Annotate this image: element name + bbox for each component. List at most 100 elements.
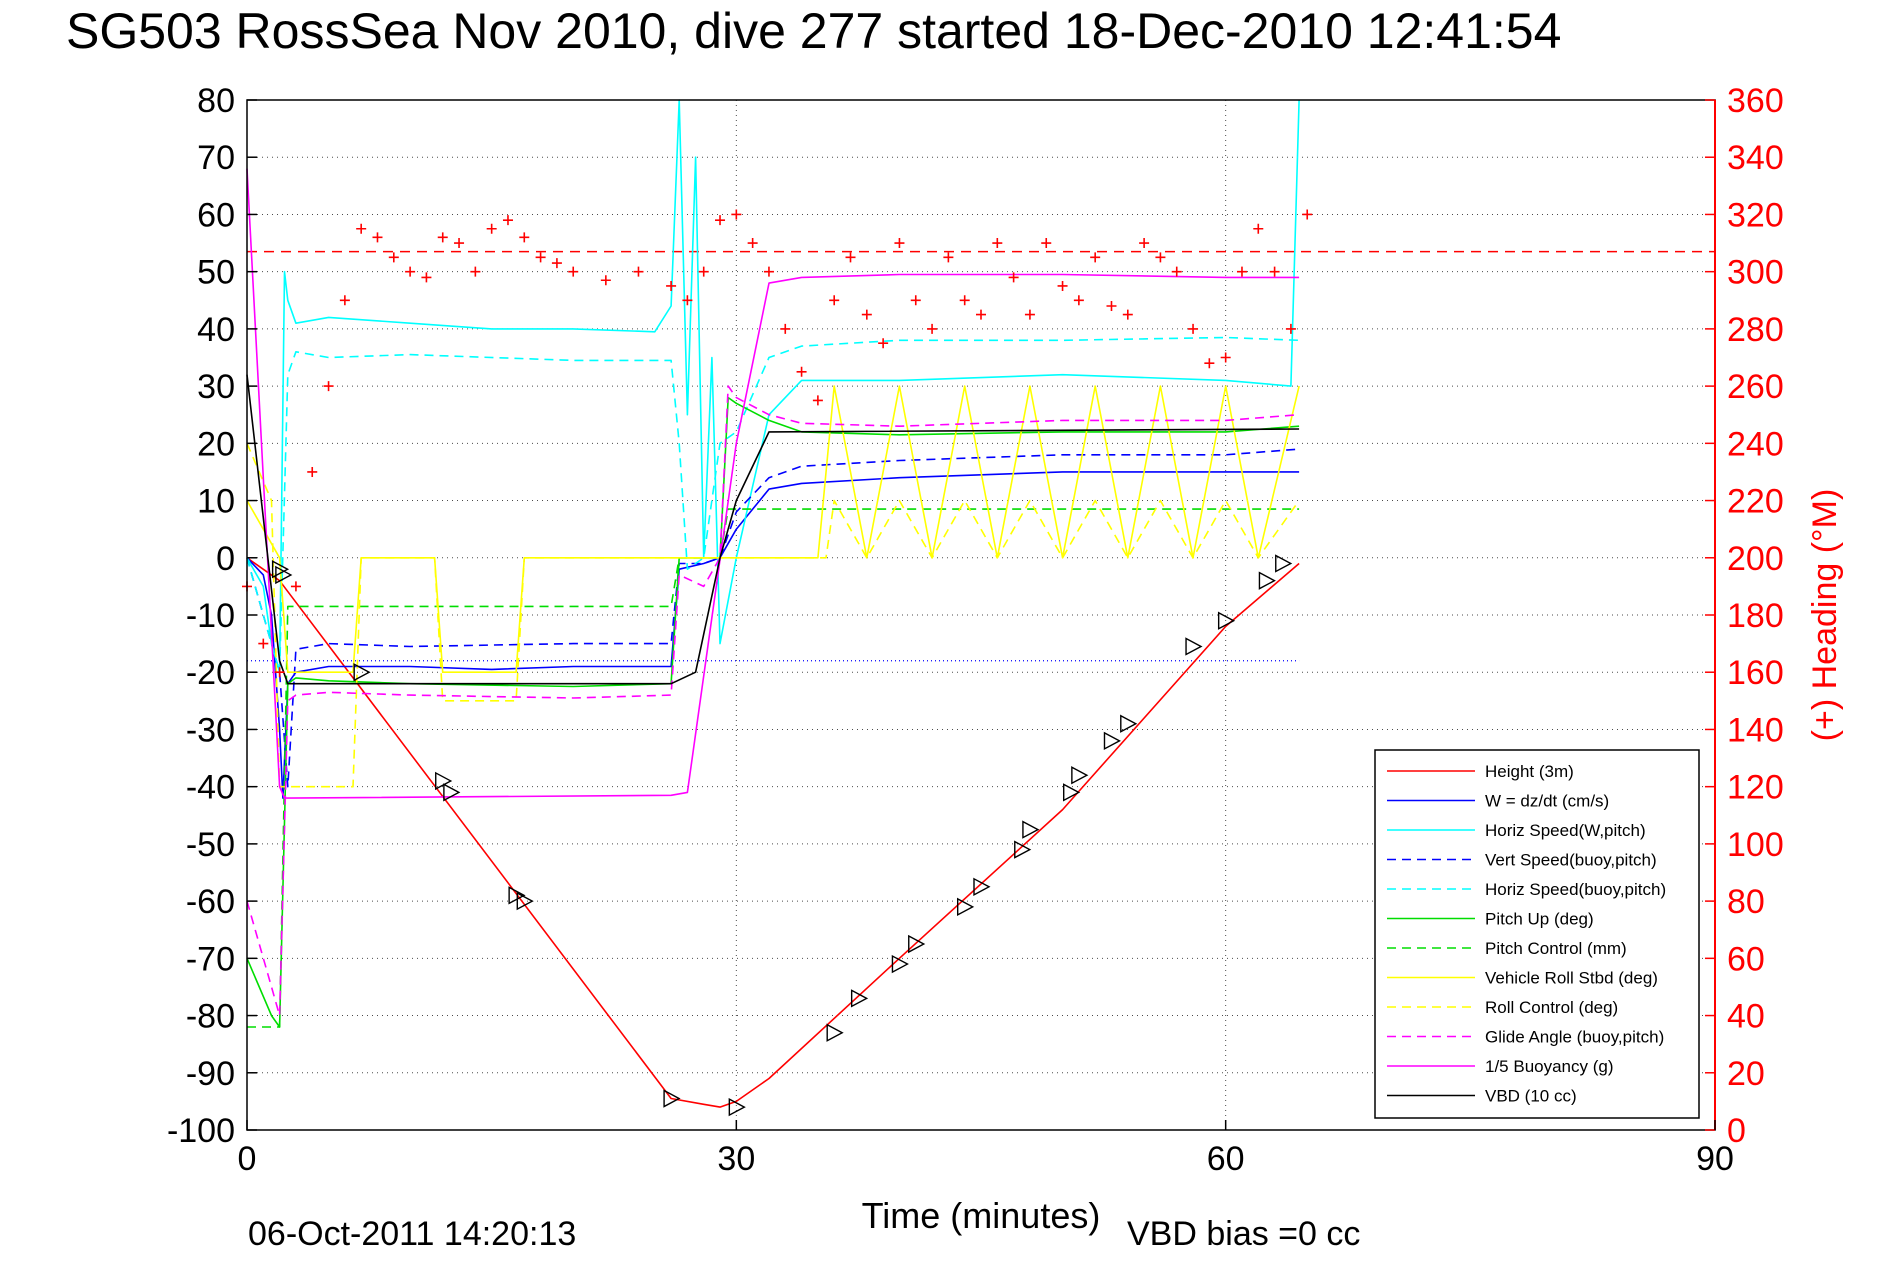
heading-marker: [307, 466, 318, 477]
heading-marker: [1008, 272, 1019, 283]
heading-marker: [421, 272, 432, 283]
heading-marker: [502, 215, 513, 226]
heading-marker: [976, 309, 986, 320]
depth-marker: [1063, 783, 1081, 802]
heading-marker: [1302, 209, 1313, 220]
heading-marker: [812, 395, 823, 406]
heading-marker: [992, 238, 1003, 249]
heading-marker: [1285, 323, 1296, 334]
heading-marker: [1253, 223, 1264, 234]
y2-tick-label: 260: [1727, 368, 1784, 406]
y2-tick-label: 220: [1727, 483, 1784, 521]
series-line-roll-control-deg: [246, 442, 1300, 788]
series-line-glide-angle-buoy-pitch: [246, 385, 1300, 1017]
heading-marker: [1139, 238, 1150, 249]
legend-entry: Roll Control (deg): [1485, 998, 1618, 1017]
heading-marker: [763, 266, 774, 277]
series-line-vbd-10-cc: [246, 374, 1300, 685]
heading-marker: [698, 266, 709, 277]
y2-tick-label: 200: [1727, 540, 1784, 578]
heading-marker: [454, 238, 465, 249]
legend-entry: Vert Speed(buoy,pitch): [1485, 851, 1657, 870]
y2-tick-label: 280: [1727, 311, 1784, 349]
y2-tick-label: 0: [1727, 1112, 1746, 1150]
heading-marker: [666, 280, 677, 291]
y-tick-label: -100: [167, 1112, 235, 1150]
heading-marker: [437, 232, 448, 243]
heading-marker: [731, 209, 742, 220]
legend-box: [1374, 749, 1700, 1119]
x-axis-label: Time (minutes): [862, 1195, 1101, 1236]
series-line-1-5-buoyancy-g: [246, 168, 1300, 799]
depth-marker: [1022, 820, 1040, 839]
y2-tick-label: 100: [1727, 826, 1784, 864]
y2-tick-label: 160: [1727, 654, 1784, 692]
footer-vbd-note: VBD bias =0 cc: [1127, 1215, 1360, 1253]
depth-marker: [891, 954, 909, 974]
y-tick-label: 20: [197, 425, 235, 463]
y-tick-label: -80: [186, 998, 235, 1036]
depth-marker: [443, 783, 461, 802]
y-tick-label: 10: [197, 483, 235, 521]
series-line-w-dz-dt-cm-s: [246, 471, 1300, 799]
heading-marker: [356, 223, 367, 234]
heading-marker: [388, 252, 399, 263]
heading-marker: [1204, 358, 1215, 369]
depth-marker: [973, 877, 991, 896]
heading-marker: [894, 238, 905, 249]
heading-marker: [339, 295, 350, 306]
legend-layer: Height (3m) W = dz/dt (cm/s) Horiz Speed(W…: [1374, 749, 1700, 1119]
x-tick-label: 60: [1207, 1140, 1245, 1178]
heading-marker: [959, 295, 970, 306]
heading-marker: [780, 323, 791, 334]
y-tick-label: -40: [186, 769, 235, 807]
depth-marker: [908, 934, 926, 954]
heading-marker: [910, 295, 921, 306]
axis-layer: -100-90-80-70-60-50-40-30-20-10010203040…: [167, 82, 1784, 1178]
legend-entry: Height (3m): [1485, 762, 1574, 781]
depth-marker: [1185, 637, 1203, 656]
heading-marker: [258, 638, 269, 649]
y-tick-label: -90: [186, 1055, 235, 1093]
y2-axis-label: (+) Heading (°M): [1806, 489, 1844, 742]
y-tick-label: 0: [216, 540, 235, 578]
heading-marker: [535, 252, 546, 263]
depth-marker: [956, 897, 975, 916]
y2-tick-label: 60: [1727, 940, 1765, 978]
y2-tick-label: 80: [1727, 883, 1765, 921]
depth-marker: [1275, 554, 1293, 573]
y-tick-label: -20: [186, 654, 235, 692]
y-tick-label: 80: [197, 82, 235, 120]
y2-tick-label: 180: [1727, 597, 1784, 635]
depth-marker: [271, 560, 290, 579]
heading-marker: [405, 266, 416, 277]
heading-marker: [568, 266, 579, 277]
legend-entry: W = dz/dt (cm/s): [1485, 792, 1609, 811]
heading-marker: [1188, 323, 1199, 334]
y-tick-label: 40: [197, 311, 235, 349]
y2-tick-label: 240: [1727, 425, 1784, 463]
y2-tick-label: 320: [1727, 196, 1784, 234]
heading-marker: [878, 338, 889, 349]
heading-marker: [633, 266, 644, 277]
y-tick-label: 60: [197, 196, 235, 234]
y2-tick-label: 40: [1727, 998, 1765, 1036]
y-tick-label: -60: [186, 883, 235, 921]
y2-tick-label: 300: [1727, 254, 1784, 292]
heading-marker: [1024, 309, 1035, 320]
heading-marker: [943, 252, 954, 263]
chart-title: SG503 RossSea Nov 2010, dive 277 started…: [66, 3, 1561, 59]
heading-marker: [486, 223, 497, 234]
heading-marker: [372, 232, 383, 243]
heading-marker: [1106, 301, 1117, 311]
legend-entry: 1/5 Buoyancy (g): [1485, 1057, 1614, 1076]
depth-marker: [516, 891, 534, 911]
y-tick-label: 70: [197, 139, 235, 177]
depth-marker: [1071, 766, 1089, 785]
heading-marker: [1269, 266, 1280, 277]
heading-marker: [747, 238, 758, 249]
grid-layer: [247, 100, 1715, 1130]
depth-marker: [728, 1097, 746, 1117]
depth-marker: [275, 565, 293, 585]
